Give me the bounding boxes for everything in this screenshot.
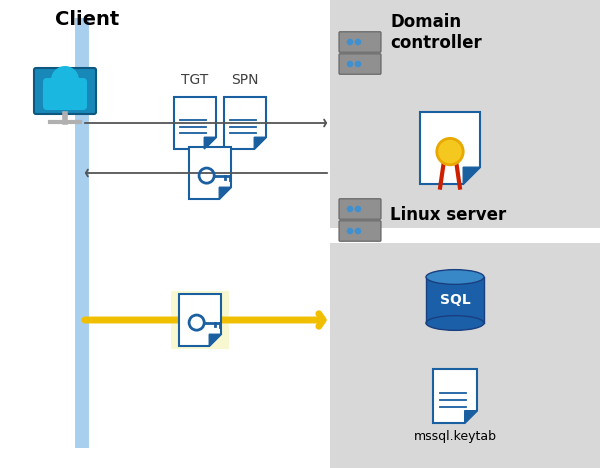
Polygon shape [219,187,231,199]
Polygon shape [174,97,216,149]
Polygon shape [189,147,231,199]
Text: SPN: SPN [231,73,259,87]
Circle shape [347,205,353,212]
Polygon shape [426,277,484,323]
Polygon shape [204,137,216,149]
Polygon shape [463,167,480,184]
Ellipse shape [426,315,484,330]
Polygon shape [330,0,600,228]
Text: Linux server: Linux server [390,206,506,224]
Circle shape [355,61,361,67]
Text: Client: Client [55,10,119,29]
FancyBboxPatch shape [339,221,381,241]
Circle shape [347,39,353,45]
Text: Domain
controller: Domain controller [390,13,482,52]
Polygon shape [224,97,266,149]
Text: SQL: SQL [440,293,470,307]
FancyBboxPatch shape [339,54,381,74]
Circle shape [355,227,361,234]
FancyBboxPatch shape [34,68,96,114]
Circle shape [51,66,79,94]
Polygon shape [464,411,477,423]
Circle shape [437,139,463,165]
FancyBboxPatch shape [43,78,87,110]
Circle shape [347,61,353,67]
Ellipse shape [426,270,484,285]
Circle shape [347,227,353,234]
Polygon shape [179,294,221,346]
Polygon shape [254,137,266,149]
Circle shape [355,39,361,45]
Polygon shape [330,243,600,468]
FancyBboxPatch shape [339,32,381,52]
Circle shape [355,205,361,212]
FancyBboxPatch shape [339,199,381,219]
Polygon shape [433,369,477,423]
FancyBboxPatch shape [171,291,229,349]
Polygon shape [420,112,480,184]
Text: mssql.keytab: mssql.keytab [413,430,497,443]
Text: TGT: TGT [181,73,209,87]
Polygon shape [209,334,221,346]
